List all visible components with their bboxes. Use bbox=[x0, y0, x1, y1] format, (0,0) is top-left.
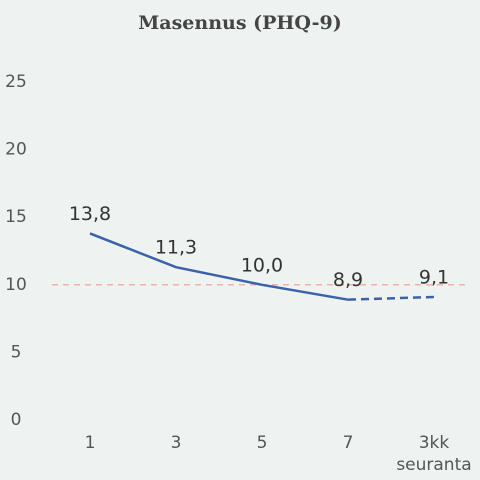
value-label: 13,8 bbox=[69, 203, 111, 225]
line-dashed bbox=[347, 295, 435, 301]
x-tick-label: 5 bbox=[257, 433, 268, 453]
y-tick-label: 25 bbox=[5, 72, 27, 92]
x-tick-label: 3 bbox=[171, 433, 182, 453]
x-tick-label: 3kk seuranta bbox=[396, 433, 471, 475]
x-tick-label: 1 bbox=[85, 433, 96, 453]
chart-title: Masennus (PHQ-9) bbox=[138, 12, 341, 34]
value-label: 11,3 bbox=[155, 237, 197, 259]
value-label: 10,0 bbox=[241, 254, 283, 276]
y-tick-label: 5 bbox=[11, 342, 22, 362]
y-tick-label: 15 bbox=[5, 207, 27, 227]
line bbox=[89, 232, 349, 301]
x-tick-label: 7 bbox=[343, 433, 354, 453]
value-label: 8,9 bbox=[333, 269, 363, 291]
y-tick-label: 10 bbox=[5, 275, 27, 295]
y-tick-label: 20 bbox=[5, 140, 27, 160]
value-label: 9,1 bbox=[419, 266, 449, 288]
y-tick-label: 0 bbox=[11, 410, 22, 430]
